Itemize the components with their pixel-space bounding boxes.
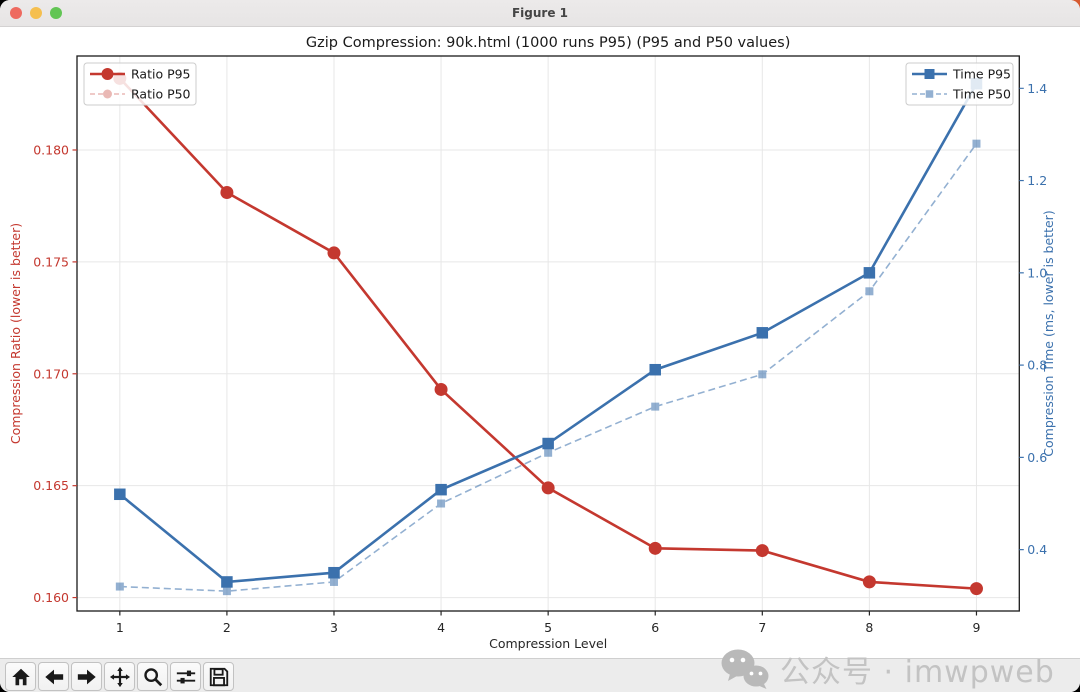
xtick-label: 9 <box>972 620 980 635</box>
chart-title: Gzip Compression: 90k.html (1000 runs P9… <box>306 35 790 51</box>
ytick-right-label: 1.0 <box>1027 265 1047 280</box>
traffic-lights <box>10 7 62 19</box>
x-axis-label: Compression Level <box>489 636 607 651</box>
xtick-label: 7 <box>758 620 766 635</box>
window-titlebar[interactable]: Figure 1 <box>0 0 1080 27</box>
xtick-label: 1 <box>116 620 124 635</box>
save-icon <box>209 667 228 686</box>
legend-label: Time P50 <box>952 87 1011 102</box>
ytick-right-label: 0.8 <box>1027 358 1047 373</box>
ytick-right-label: 1.2 <box>1027 173 1047 188</box>
matplotlib-toolbar <box>0 658 1080 692</box>
series-time-p50 <box>115 139 981 596</box>
back-button[interactable] <box>38 662 69 691</box>
xtick-label: 8 <box>865 620 873 635</box>
minimize-button[interactable] <box>30 7 42 19</box>
home-icon <box>11 668 30 685</box>
xtick-label: 4 <box>437 620 445 635</box>
figure-canvas[interactable]: 0.160 0.165 0.170 0.175 0.180 0.4 0.6 0.8 1.0 1.2… <box>0 27 1080 658</box>
legend-label: Time P95 <box>952 67 1011 82</box>
xtick-label: 5 <box>544 620 552 635</box>
series-time-p95 <box>114 77 983 588</box>
ytick-left-label: 0.165 <box>33 478 69 493</box>
ytick-right-label: 1.4 <box>1027 81 1047 96</box>
xtick-label: 6 <box>651 620 659 635</box>
ytick-right-label: 0.4 <box>1027 542 1047 557</box>
y-axis-label-right: Compression Time (ms, lower is better) <box>1041 210 1056 456</box>
figure-area: 0.160 0.165 0.170 0.175 0.180 0.4 0.6 0.8 1.0 1.2… <box>0 27 1080 690</box>
back-arrow-icon <box>44 669 63 684</box>
ytick-left-label: 0.175 <box>33 254 69 269</box>
forward-button[interactable] <box>71 662 102 691</box>
close-button[interactable] <box>10 7 22 19</box>
ytick-left-label: 0.160 <box>33 590 69 605</box>
window-title: Figure 1 <box>511 6 569 20</box>
y-axis-label-left: Compression Ratio (lower is better) <box>8 223 23 444</box>
axes: 0.160 0.165 0.170 0.175 0.180 0.4 0.6 0.8 1.0 1.2… <box>33 55 1047 635</box>
sliders-icon <box>176 670 195 683</box>
pan-icon <box>109 666 130 687</box>
pan-button[interactable] <box>104 662 135 691</box>
legend-label: Ratio P50 <box>131 87 191 102</box>
forward-arrow-icon <box>77 669 96 684</box>
legend: Ratio P95 Ratio P50 <box>83 62 197 106</box>
grid <box>77 56 1020 611</box>
legend: Time P95 Time P50 <box>905 62 1014 106</box>
save-button[interactable] <box>203 662 234 691</box>
configure-subplots-button[interactable] <box>170 662 201 691</box>
legend-label: Ratio P95 <box>131 67 191 82</box>
home-button[interactable] <box>5 662 36 691</box>
zoom-button[interactable] <box>50 7 62 19</box>
magnifier-icon <box>143 667 162 686</box>
xtick-label: 2 <box>223 620 231 635</box>
zoom-button-toolbar[interactable] <box>137 662 168 691</box>
xtick-label: 3 <box>330 620 338 635</box>
ytick-left-label: 0.170 <box>33 366 69 381</box>
ytick-right-label: 0.6 <box>1027 450 1047 465</box>
ytick-left-label: 0.180 <box>33 142 69 157</box>
